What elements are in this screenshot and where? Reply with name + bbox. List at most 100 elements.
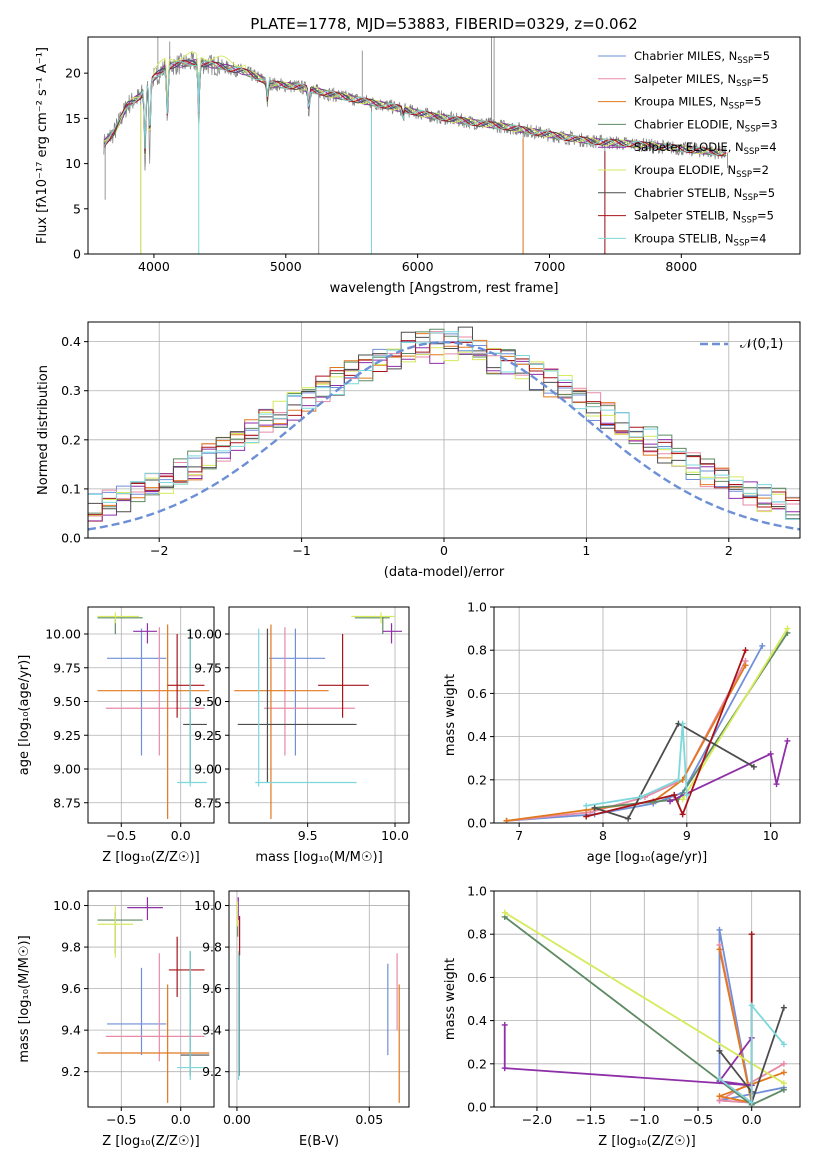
x-tick-label: 8000: [665, 259, 697, 274]
x-axis-label: (data-model)/error: [384, 565, 505, 580]
x-tick-label: 4000: [138, 259, 170, 274]
y-tick-label: 9.00: [194, 762, 222, 777]
y-tick-label: 0.0: [467, 1100, 487, 1115]
plot-area-age_vs_mass: [234, 612, 403, 819]
y-tick-label: 9.75: [194, 660, 222, 675]
legend-label: Kroupa MILES, NSSP=5: [634, 95, 761, 112]
x-tick-label: 8: [599, 828, 607, 843]
axes-frame: [87, 606, 215, 824]
x-tick-label: −1.0: [629, 1112, 659, 1127]
residual-histogram-chabrier_stelib: [88, 326, 800, 520]
x-tick-label: 5000: [270, 259, 302, 274]
y-tick-label: 0.2: [467, 1056, 487, 1071]
y-tick-label: 0.4: [61, 334, 81, 349]
weight-line-chabrier_elodie: [594, 632, 789, 809]
y-tick-label: 10.0: [53, 898, 81, 913]
x-tick-label: −0.5: [106, 828, 136, 843]
weight-line-kroupa_stelib: [718, 1002, 785, 1105]
x-tick-label: −2.0: [522, 1112, 552, 1127]
y-tick-label: 9.4: [61, 1023, 81, 1038]
axes-frame: [493, 890, 801, 1108]
plot-area-mass_vs_ebv: [236, 897, 400, 1103]
residual-histogram-kroupa_stelib: [88, 331, 800, 520]
y-tick-label: 0: [73, 247, 81, 262]
x-tick-label: 0.0: [171, 828, 191, 843]
y-tick-label: 0.2: [61, 432, 81, 447]
axes-frame: [493, 606, 801, 824]
axes-age_vs_mass: 9.5 10.0 8.75 9.00 9.25 9.50 9.75 10.00 mass [lo…: [186, 606, 410, 865]
legend-label: Kroupa STELIB, NSSP=4: [634, 231, 766, 248]
y-tick-label: 0.6: [467, 686, 487, 701]
x-tick-label: 7000: [534, 259, 566, 274]
plot-area-weight_vs_age: [503, 625, 791, 823]
x-tick-label: 0.00: [223, 1112, 251, 1127]
y-tick-label: 9.2: [61, 1064, 81, 1079]
x-tick-label: 1: [582, 543, 590, 558]
x-tick-label: 7: [515, 828, 523, 843]
y-tick-label: 9.4: [202, 1023, 222, 1038]
x-tick-label: 9: [683, 828, 691, 843]
y-tick-label: 8.75: [194, 795, 222, 810]
axes-residuals: −2 −1 0 1 2 0.0 0.1 0.2 0.3 0.4 (data-model)/error…: [36, 321, 801, 580]
y-tick-label: 0.8: [467, 643, 487, 658]
x-tick-label: 0: [440, 543, 448, 558]
y-tick-label: 10.0: [194, 898, 222, 913]
legend-label: Salpeter MILES, NSSP=5: [634, 72, 769, 89]
axes-frame: [228, 606, 410, 824]
weight-line-salpeter_stelib: [586, 649, 747, 818]
y-tick-label: 0.0: [467, 816, 487, 831]
x-axis-label: mass [log₁₀(M/M☉)]: [255, 850, 382, 865]
axes-frame: [228, 890, 410, 1108]
x-tick-label: −1: [292, 543, 310, 558]
residual-histogram-salpeter_stelib: [88, 332, 800, 516]
x-axis-label: Z [log₁₀(Z/Z☉)]: [102, 1134, 199, 1149]
y-tick-label: 0.4: [467, 729, 487, 744]
y-tick-label: 0.1: [61, 481, 81, 496]
plot-area-spectrum: [103, 37, 728, 254]
y-tick-label: 0.0: [61, 531, 81, 546]
x-axis-label: E(B-V): [299, 1134, 339, 1149]
spectrum-legend: Chabrier MILES, NSSP=5 Salpeter MILES, NS…: [598, 49, 778, 248]
weight-line-salpeter_elodie: [669, 740, 789, 803]
y-tick-label: 1.0: [467, 600, 487, 615]
plot-area-age_vs_Z: [97, 612, 210, 819]
y-tick-label: 0.3: [61, 383, 81, 398]
x-tick-label: 0.0: [171, 1112, 191, 1127]
y-axis-label: mass weight: [443, 958, 458, 1040]
y-tick-label: 9.75: [53, 660, 81, 675]
axes-frame: [87, 36, 801, 255]
axes-frame: [87, 890, 215, 1108]
figure-title: PLATE=1778, MJD=53883, FIBERID=0329, z=0…: [250, 15, 637, 33]
x-axis-label: Z [log₁₀(Z/Z☉)]: [102, 850, 199, 865]
axes-weight_vs_Z: −2.0 −1.5 −1.0 −0.5 0.0 0.0 0.2 0.4 0.6 0.8 1.0 Z […: [443, 884, 801, 1149]
y-axis-label: mass [log₁₀(M/M☉)]: [17, 935, 32, 1062]
x-tick-label: 0.05: [355, 1112, 383, 1127]
residual-histogram-kroupa_elodie: [88, 347, 800, 520]
x-tick-label: −2: [150, 543, 168, 558]
model-spectrum-kroupa_stelib: [103, 60, 727, 156]
legend-label: Chabrier MILES, NSSP=5: [634, 49, 770, 66]
axes-weight_vs_age: 7 8 9 10 0.0 0.2 0.4 0.6 0.8 1.0 age [log₁₀(age/yr…: [443, 600, 801, 865]
x-tick-label: 6000: [402, 259, 434, 274]
y-tick-label: 8.75: [53, 795, 81, 810]
y-tick-label: 1.0: [467, 884, 487, 899]
gaussian-curve: [88, 340, 800, 531]
y-tick-label: 9.2: [202, 1064, 222, 1079]
x-tick-label: 9.5: [298, 828, 318, 843]
y-tick-label: 9.00: [53, 762, 81, 777]
axes-mass_vs_Z: −0.5 0.0 9.2 9.4 9.6 9.8 10.0 Z [log₁₀(Z/Z☉)] ma…: [17, 890, 215, 1149]
y-tick-label: 9.25: [194, 728, 222, 743]
y-tick-label: 0.4: [467, 1013, 487, 1028]
x-tick-label: 2: [725, 543, 733, 558]
y-axis-label: age [log₁₀(age/yr)]: [17, 655, 32, 776]
y-tick-label: 9.8: [202, 940, 222, 955]
y-tick-label: 9.6: [202, 981, 222, 996]
y-tick-label: 9.6: [61, 981, 81, 996]
legend-label: Salpeter ELODIE, NSSP=4: [634, 140, 777, 157]
weight-line-chabrier_stelib: [594, 722, 755, 820]
x-axis-label: wavelength [Angstrom, rest frame]: [330, 281, 559, 296]
y-tick-label: 9.25: [53, 728, 81, 743]
legend-label: Chabrier STELIB, NSSP=5: [634, 186, 775, 203]
model-spectrum-salpeter_stelib: [103, 60, 727, 157]
